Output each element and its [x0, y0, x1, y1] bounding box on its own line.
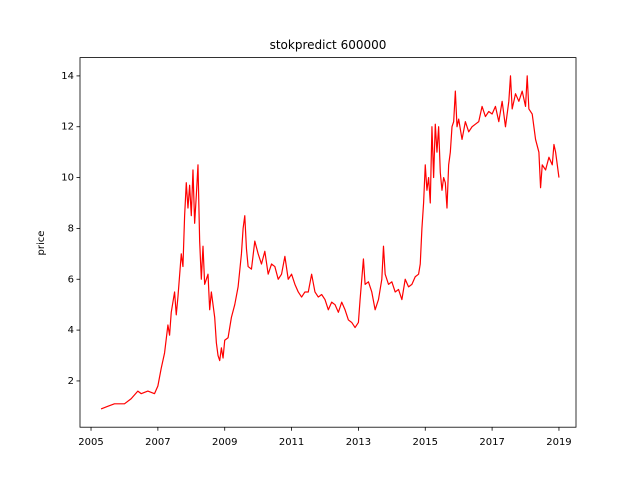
y-tick-label: 10 [61, 173, 74, 184]
chart-title: stokpredict 600000 [270, 38, 387, 52]
plot-frame [79, 57, 577, 428]
x-tick-label: 2005 [78, 437, 103, 448]
x-tick-label: 2009 [212, 437, 237, 448]
y-tick-label: 2 [68, 376, 74, 387]
y-tick-label: 6 [68, 274, 74, 285]
y-tick-label: 14 [61, 71, 74, 82]
y-tick-label: 8 [68, 223, 74, 234]
x-tick-label: 2013 [346, 437, 371, 448]
x-tick-label: 2007 [145, 437, 170, 448]
y-tick-label: 4 [68, 325, 74, 336]
x-tick-label: 2011 [279, 437, 304, 448]
price-line [100, 75, 560, 410]
x-tick-label: 2017 [479, 437, 504, 448]
x-tick-label: 2019 [546, 437, 571, 448]
x-tick-label: 2015 [413, 437, 438, 448]
y-tick-label: 12 [61, 122, 74, 133]
y-axis-label: price [36, 231, 47, 256]
